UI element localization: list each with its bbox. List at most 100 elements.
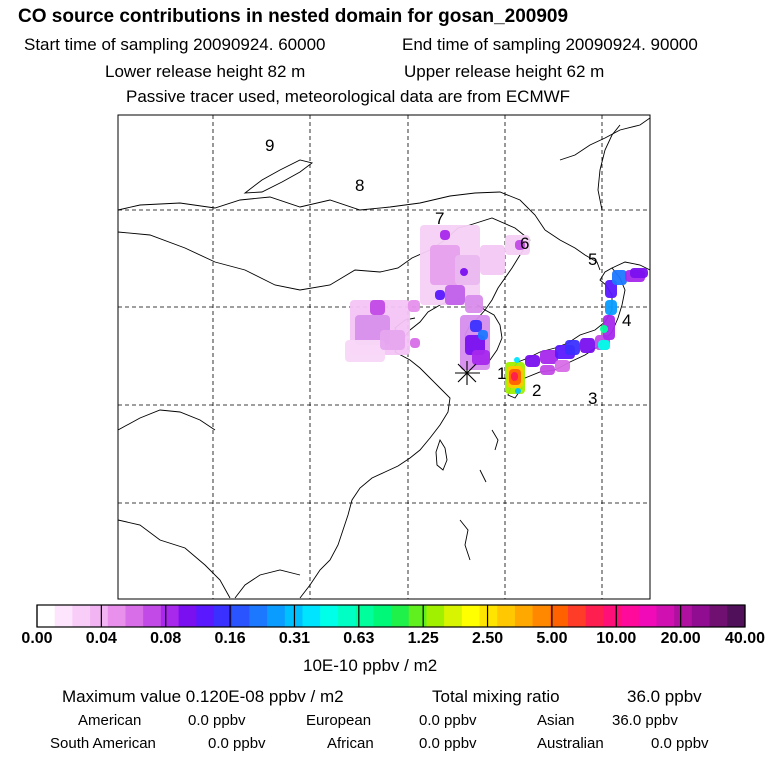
colorbar-swatch	[231, 605, 250, 627]
plume-cell	[380, 330, 405, 350]
colorbar-swatch	[674, 605, 693, 627]
colorbar-swatch	[585, 605, 604, 627]
colorbar-tick-label: 20.00	[660, 630, 701, 647]
colorbar-swatch	[249, 605, 268, 627]
australian-label: Australian	[537, 735, 604, 752]
plume-cell	[440, 230, 450, 240]
colorbar-swatch	[408, 605, 427, 627]
colorbar-swatch	[373, 605, 392, 627]
plume-cell	[555, 360, 570, 372]
plume-cell	[455, 255, 480, 285]
plume-cell	[511, 372, 518, 381]
african-value: 0.0 ppbv	[419, 735, 477, 752]
end-time: End time of sampling 20090924. 90000	[402, 35, 698, 54]
colorbar-tick-label: 2.50	[471, 630, 504, 647]
colorbar-swatch	[355, 605, 374, 627]
colorbar-swatch	[267, 605, 286, 627]
colorbar-swatch	[656, 605, 675, 627]
colorbar-tick-label: 0.08	[150, 630, 182, 647]
colorbar-swatch	[337, 605, 357, 627]
colorbar-swatch	[160, 605, 180, 627]
colorbar-swatch	[90, 605, 109, 627]
colorbar-swatch	[37, 605, 56, 627]
plume-cell	[540, 350, 558, 364]
colorbar-swatch	[178, 605, 197, 627]
asian-label: Asian	[537, 712, 575, 729]
plume-cell	[565, 340, 580, 355]
plume-cell	[445, 285, 465, 305]
asian-value: 36.0 ppbv	[612, 712, 678, 729]
colorbar-swatch	[514, 605, 534, 627]
plume-cell	[605, 280, 617, 298]
colorbar-tick-label: 10.00	[596, 630, 637, 647]
american-label: American	[78, 712, 142, 729]
region-label-9: 9	[265, 136, 275, 155]
south-american-value: 0.0 ppbv	[208, 735, 266, 752]
colorbar-tick-label: 1.25	[407, 630, 439, 647]
european-label: European	[306, 712, 372, 729]
source-contribution-field	[345, 225, 648, 394]
plume-cell	[465, 295, 483, 313]
colorbar-tick-label: 0.63	[343, 630, 375, 647]
region-label-5: 5	[588, 250, 598, 269]
region-label-7: 7	[435, 209, 445, 228]
colorbar-swatch	[125, 605, 144, 627]
colorbar-swatch	[391, 605, 410, 627]
plume-cell	[370, 300, 385, 315]
colorbar-swatch	[72, 605, 91, 627]
plume-cell	[525, 355, 540, 367]
plume-cell	[540, 365, 555, 375]
tracer-note: Passive tracer used, meteorological data…	[126, 87, 571, 106]
colorbar-tick-label: 0.00	[21, 630, 53, 647]
plume-cell	[603, 315, 615, 340]
australian-value: 0.0 ppbv	[651, 735, 709, 752]
map-title: CO source contributions in nested domain…	[18, 6, 569, 27]
plume-cell	[612, 270, 627, 285]
plume-cell	[470, 320, 482, 332]
colorbar-swatch	[444, 605, 463, 627]
colorbar-tick-label: 0.04	[85, 630, 117, 647]
colorbar-swatch	[568, 605, 587, 627]
colorbar-swatch	[550, 605, 569, 627]
colorbar-tick-label: 40.00	[724, 630, 766, 647]
plume-cell	[472, 350, 490, 365]
max-value: Maximum value 0.120E-08 ppbv / m2	[62, 687, 344, 706]
colorbar-swatch	[54, 605, 73, 627]
colorbar-swatch	[320, 605, 339, 627]
colorbar-swatch	[727, 605, 746, 627]
colorbar-tick-label: 5.00	[536, 630, 568, 647]
region-label-1: 1	[497, 364, 507, 383]
release-point-marker	[455, 361, 480, 385]
plume-cell	[630, 268, 648, 278]
colorbar-swatch	[143, 605, 162, 627]
plume-cell	[478, 330, 488, 340]
colorbar-swatch	[691, 605, 711, 627]
plume-cell	[435, 290, 445, 300]
total-value: 36.0 ppbv	[627, 687, 702, 706]
plume-cell	[480, 245, 505, 275]
american-value: 0.0 ppbv	[188, 712, 246, 729]
start-time: Start time of sampling 20090924. 60000	[24, 35, 326, 54]
colorbar-tick-label: 0.16	[214, 630, 246, 647]
colorbar-swatch	[479, 605, 498, 627]
region-label-3: 3	[588, 389, 598, 408]
plume-cell	[410, 338, 420, 348]
colorbar-swatch	[426, 605, 445, 627]
european-value: 0.0 ppbv	[419, 712, 477, 729]
colorbar-swatch	[621, 605, 640, 627]
plume-cell	[598, 340, 610, 350]
colorbar-swatch	[603, 605, 622, 627]
colorbar-swatch	[302, 605, 321, 627]
region-label-4: 4	[622, 311, 632, 330]
plume-cell	[600, 325, 608, 333]
colorbar-swatch	[461, 605, 480, 627]
colorbar-tick-label: 0.31	[278, 630, 311, 647]
south-american-label: South American	[50, 735, 156, 752]
colorbar-unit: 10E-10 ppbv / m2	[303, 656, 438, 675]
plume-cell	[345, 340, 385, 362]
colorbar-swatch	[532, 605, 551, 627]
plume-cell	[580, 338, 595, 353]
plume-cell	[605, 300, 617, 315]
plume-cell	[515, 388, 521, 394]
